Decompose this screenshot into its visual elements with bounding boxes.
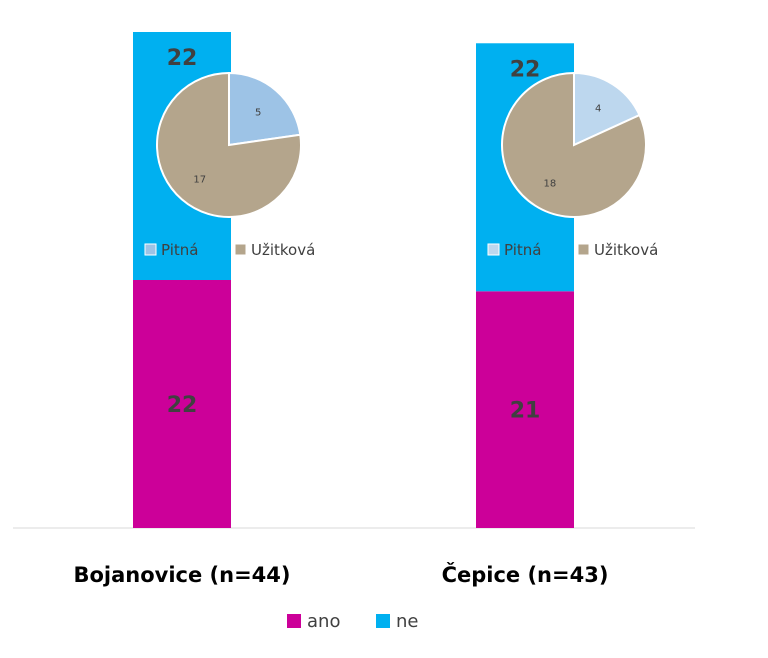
- category-label-1: Čepice (n=43): [442, 562, 609, 587]
- pie-1-slice-1: [501, 71, 647, 218]
- bar-ano-0: [133, 280, 231, 528]
- pie-0-slice-1: [156, 71, 302, 218]
- legend-swatch-ne: [376, 614, 390, 628]
- pie-1-legend-label-0: Pitná: [504, 241, 541, 259]
- pie-1-slice-label-1: 18: [543, 179, 556, 190]
- pie-0-legend-swatch-1: [234, 243, 247, 256]
- pie-1-slice-0: [573, 71, 641, 147]
- pie-0-slice-0: [228, 71, 302, 147]
- data-label-ano-0: 22: [167, 393, 198, 418]
- category-label-0: Bojanovice (n=44): [73, 563, 290, 587]
- pie-1-slice-label-0: 4: [595, 103, 601, 114]
- pie-1-legend-swatch-1: [577, 243, 590, 256]
- pie-1-legend-swatch-0: [487, 243, 500, 256]
- data-label-ne-0: 22: [167, 46, 198, 71]
- pie-1-legend-label-1: Užitková: [594, 241, 658, 259]
- pie-0-legend-swatch-0: [144, 243, 157, 256]
- legend-label-ano: ano: [307, 611, 340, 632]
- pie-0-legend-label-1: Užitková: [251, 241, 315, 259]
- legend-label-ne: ne: [396, 611, 418, 632]
- legend-swatch-ano: [287, 614, 301, 628]
- pie-0-slice-label-1: 17: [193, 175, 206, 186]
- data-label-ano-1: 21: [510, 399, 541, 424]
- bar-ano-1: [476, 291, 574, 528]
- data-label-ne-1: 22: [510, 57, 541, 82]
- pie-0-legend-label-0: Pitná: [161, 241, 198, 259]
- pie-0-slice-label-0: 5: [255, 107, 261, 118]
